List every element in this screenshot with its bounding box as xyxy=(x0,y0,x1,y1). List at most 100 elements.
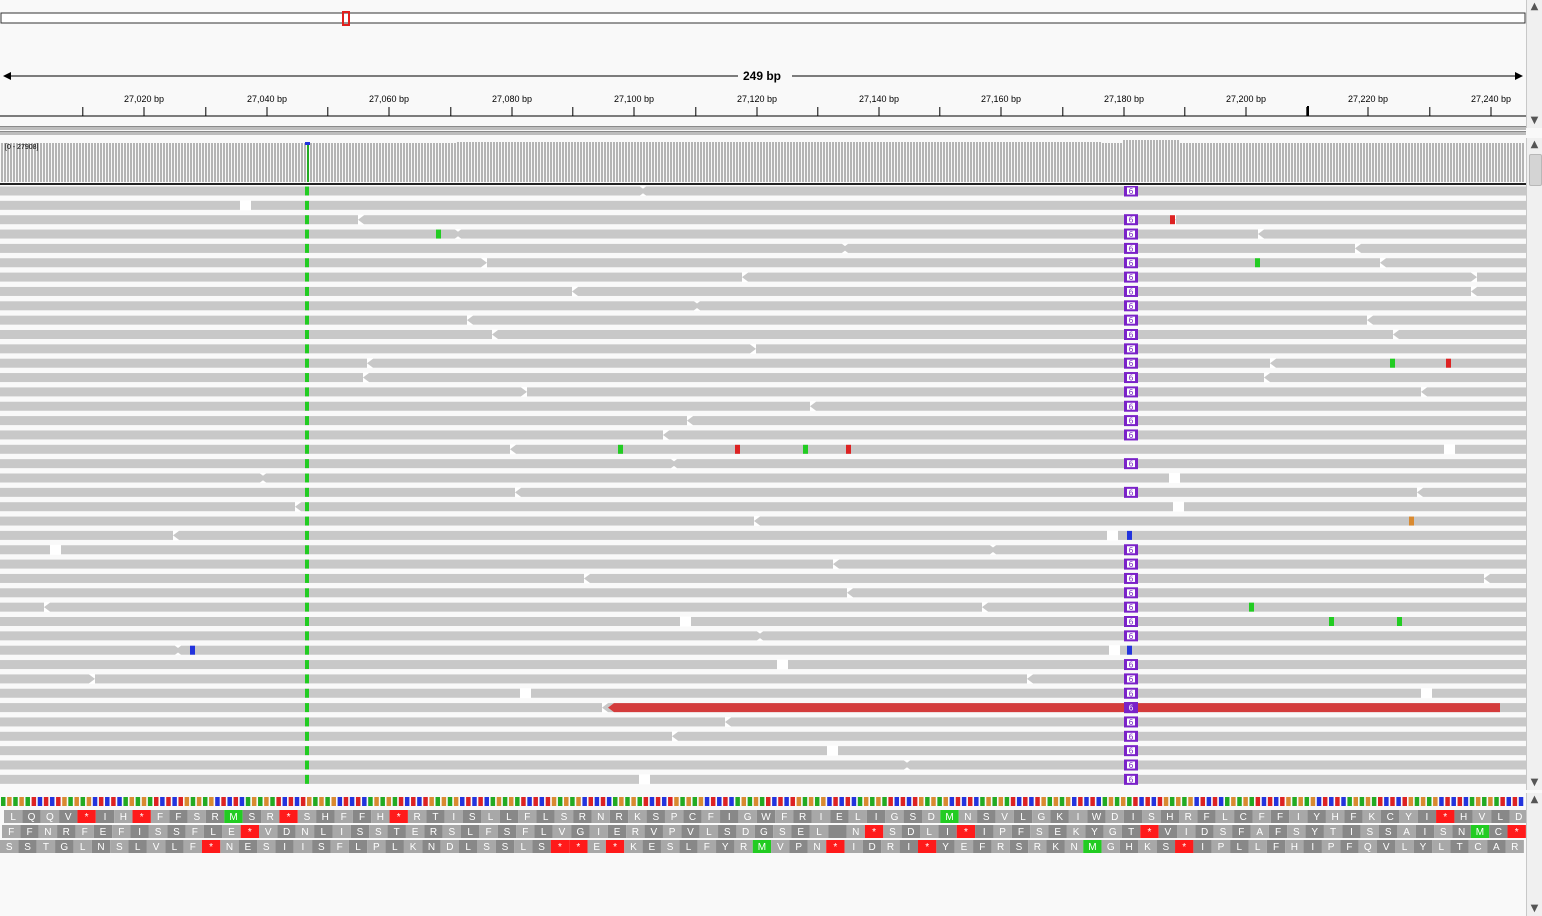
read-alignment[interactable] xyxy=(0,200,1526,210)
read-row[interactable]: 6 xyxy=(0,630,1526,642)
read-row[interactable]: 6 xyxy=(0,343,1526,355)
read-row[interactable]: 6 xyxy=(0,730,1526,742)
scroll-down-icon[interactable]: ▼ xyxy=(1530,115,1539,126)
read-alignment[interactable] xyxy=(0,315,1526,325)
alignment-scrollbar[interactable]: ▲ ▼ xyxy=(1526,138,1542,790)
read-row[interactable]: 6 xyxy=(0,372,1526,384)
read-alignment[interactable] xyxy=(0,358,1526,368)
coverage-track[interactable]: [0 - 27908] xyxy=(0,138,1526,186)
read-alignment[interactable] xyxy=(0,286,1526,296)
read-row[interactable]: 6 xyxy=(0,486,1526,498)
read-row[interactable]: 6 xyxy=(0,314,1526,326)
read-row[interactable] xyxy=(0,645,1526,656)
read-row[interactable] xyxy=(0,516,1526,527)
scroll-down-icon[interactable]: ▼ xyxy=(1530,903,1539,914)
read-alignment[interactable] xyxy=(0,588,1526,598)
read-alignment[interactable] xyxy=(0,760,1526,770)
read-row[interactable]: 6 xyxy=(0,458,1526,470)
read-alignment[interactable] xyxy=(0,416,1526,426)
read-alignment[interactable] xyxy=(0,473,1526,483)
read-row[interactable]: 6 xyxy=(0,429,1526,441)
read-row[interactable]: 6 xyxy=(0,616,1526,627)
read-alignment[interactable] xyxy=(0,559,1526,569)
read-alignment[interactable] xyxy=(0,301,1526,311)
insertion-marker[interactable] xyxy=(1124,702,1138,714)
read-row[interactable]: 6 xyxy=(0,271,1526,283)
read-alignment[interactable] xyxy=(0,229,1526,239)
sequence-track[interactable]: L Q Q V * I H * F F S R M S R * S H F F H * R T I S L L F L S R N R K S P C F I… xyxy=(0,793,1528,855)
ruler-track[interactable]: 249 bp 27,020 bp 27,040 bp 27,060 bp 27,080… xyxy=(0,40,1526,126)
read-alignment[interactable] xyxy=(0,430,1526,440)
read-alignment[interactable] xyxy=(0,545,1526,555)
read-row[interactable]: 6 xyxy=(0,228,1526,240)
sequence-scrollbar[interactable]: ▲ ▼ xyxy=(1526,793,1542,916)
read-alignment[interactable] xyxy=(0,344,1526,354)
scroll-up-icon[interactable]: ▲ xyxy=(1530,794,1539,805)
read-row[interactable]: 6 xyxy=(0,716,1526,728)
read-alignment[interactable] xyxy=(0,530,1526,540)
read-alignment[interactable] xyxy=(0,330,1526,339)
read-alignment[interactable] xyxy=(0,502,1526,512)
read-row[interactable]: 6 xyxy=(0,415,1526,427)
read-alignment[interactable] xyxy=(0,617,1526,626)
read-row[interactable]: 6 xyxy=(0,745,1526,757)
read-row[interactable]: 6 xyxy=(0,400,1526,412)
read-row[interactable] xyxy=(0,444,1526,455)
read-row[interactable]: 6 xyxy=(0,300,1526,312)
alignment-track[interactable]: 666666666666666666666666666666666666 xyxy=(0,186,1526,790)
read-alignment[interactable] xyxy=(0,243,1526,253)
read-alignment[interactable] xyxy=(0,186,1526,196)
read-row[interactable]: 6 xyxy=(0,558,1526,570)
read-row[interactable]: 6 xyxy=(0,285,1526,297)
read-alignment[interactable] xyxy=(0,731,1526,741)
read-row[interactable]: 6 xyxy=(0,759,1526,771)
scrollbar-thumb[interactable] xyxy=(1529,154,1542,186)
read-alignment[interactable] xyxy=(0,373,1526,383)
read-alignment[interactable] xyxy=(0,674,1526,684)
scroll-up-icon[interactable]: ▲ xyxy=(1530,1,1539,12)
read-row[interactable]: 6 xyxy=(0,257,1526,269)
read-alignment[interactable] xyxy=(0,272,1526,282)
read-row[interactable]: 6 xyxy=(0,386,1526,398)
read-alignment[interactable] xyxy=(0,487,1526,497)
read-row[interactable]: 6 xyxy=(0,214,1526,226)
ruler-scrollbar[interactable]: ▲ ▼ xyxy=(1526,0,1542,128)
read-row[interactable] xyxy=(0,200,1526,211)
read-row[interactable]: 6 xyxy=(0,329,1526,340)
read-row[interactable]: 6 xyxy=(0,773,1526,785)
read-alignment[interactable] xyxy=(0,774,1526,784)
chromosome-ideogram[interactable] xyxy=(0,0,1526,40)
read-row[interactable]: 6 xyxy=(0,673,1526,685)
read-alignment[interactable] xyxy=(0,444,1526,454)
read-row[interactable]: 6 xyxy=(0,587,1526,599)
read-alignment[interactable] xyxy=(0,573,1526,583)
read-row[interactable] xyxy=(0,530,1526,541)
read-row[interactable]: 6 xyxy=(0,544,1526,556)
read-row[interactable]: 6 xyxy=(0,242,1526,254)
read-alignment[interactable] xyxy=(0,645,1526,655)
read-row[interactable]: 66 xyxy=(0,702,1526,714)
scroll-down-icon[interactable]: ▼ xyxy=(1530,777,1539,788)
read-alignment[interactable] xyxy=(0,401,1526,411)
current-region-marker[interactable] xyxy=(342,11,350,26)
read-alignment[interactable] xyxy=(0,459,1526,469)
read-row[interactable]: 6 xyxy=(0,687,1526,699)
read-alignment[interactable] xyxy=(0,258,1526,268)
read-row[interactable] xyxy=(0,501,1526,512)
read-row[interactable]: 6 xyxy=(0,357,1526,369)
chromosome-bar[interactable] xyxy=(0,12,1526,24)
read-row[interactable]: 6 xyxy=(0,186,1526,197)
read-row[interactable] xyxy=(0,473,1526,483)
read-alignment[interactable] xyxy=(0,387,1526,397)
read-alignment[interactable] xyxy=(0,746,1526,756)
read-alignment[interactable] xyxy=(0,516,1526,526)
read-alignment[interactable] xyxy=(0,688,1526,698)
read-alignment[interactable] xyxy=(0,717,1526,727)
read-row[interactable]: 6 xyxy=(0,601,1526,613)
read-row[interactable]: 6 xyxy=(0,659,1526,671)
read-alignment[interactable] xyxy=(0,215,1526,225)
read-row[interactable]: 6 xyxy=(0,572,1526,584)
read-alignment[interactable] xyxy=(0,660,1526,670)
discordant-read[interactable] xyxy=(608,703,1500,713)
read-alignment[interactable] xyxy=(0,602,1526,612)
